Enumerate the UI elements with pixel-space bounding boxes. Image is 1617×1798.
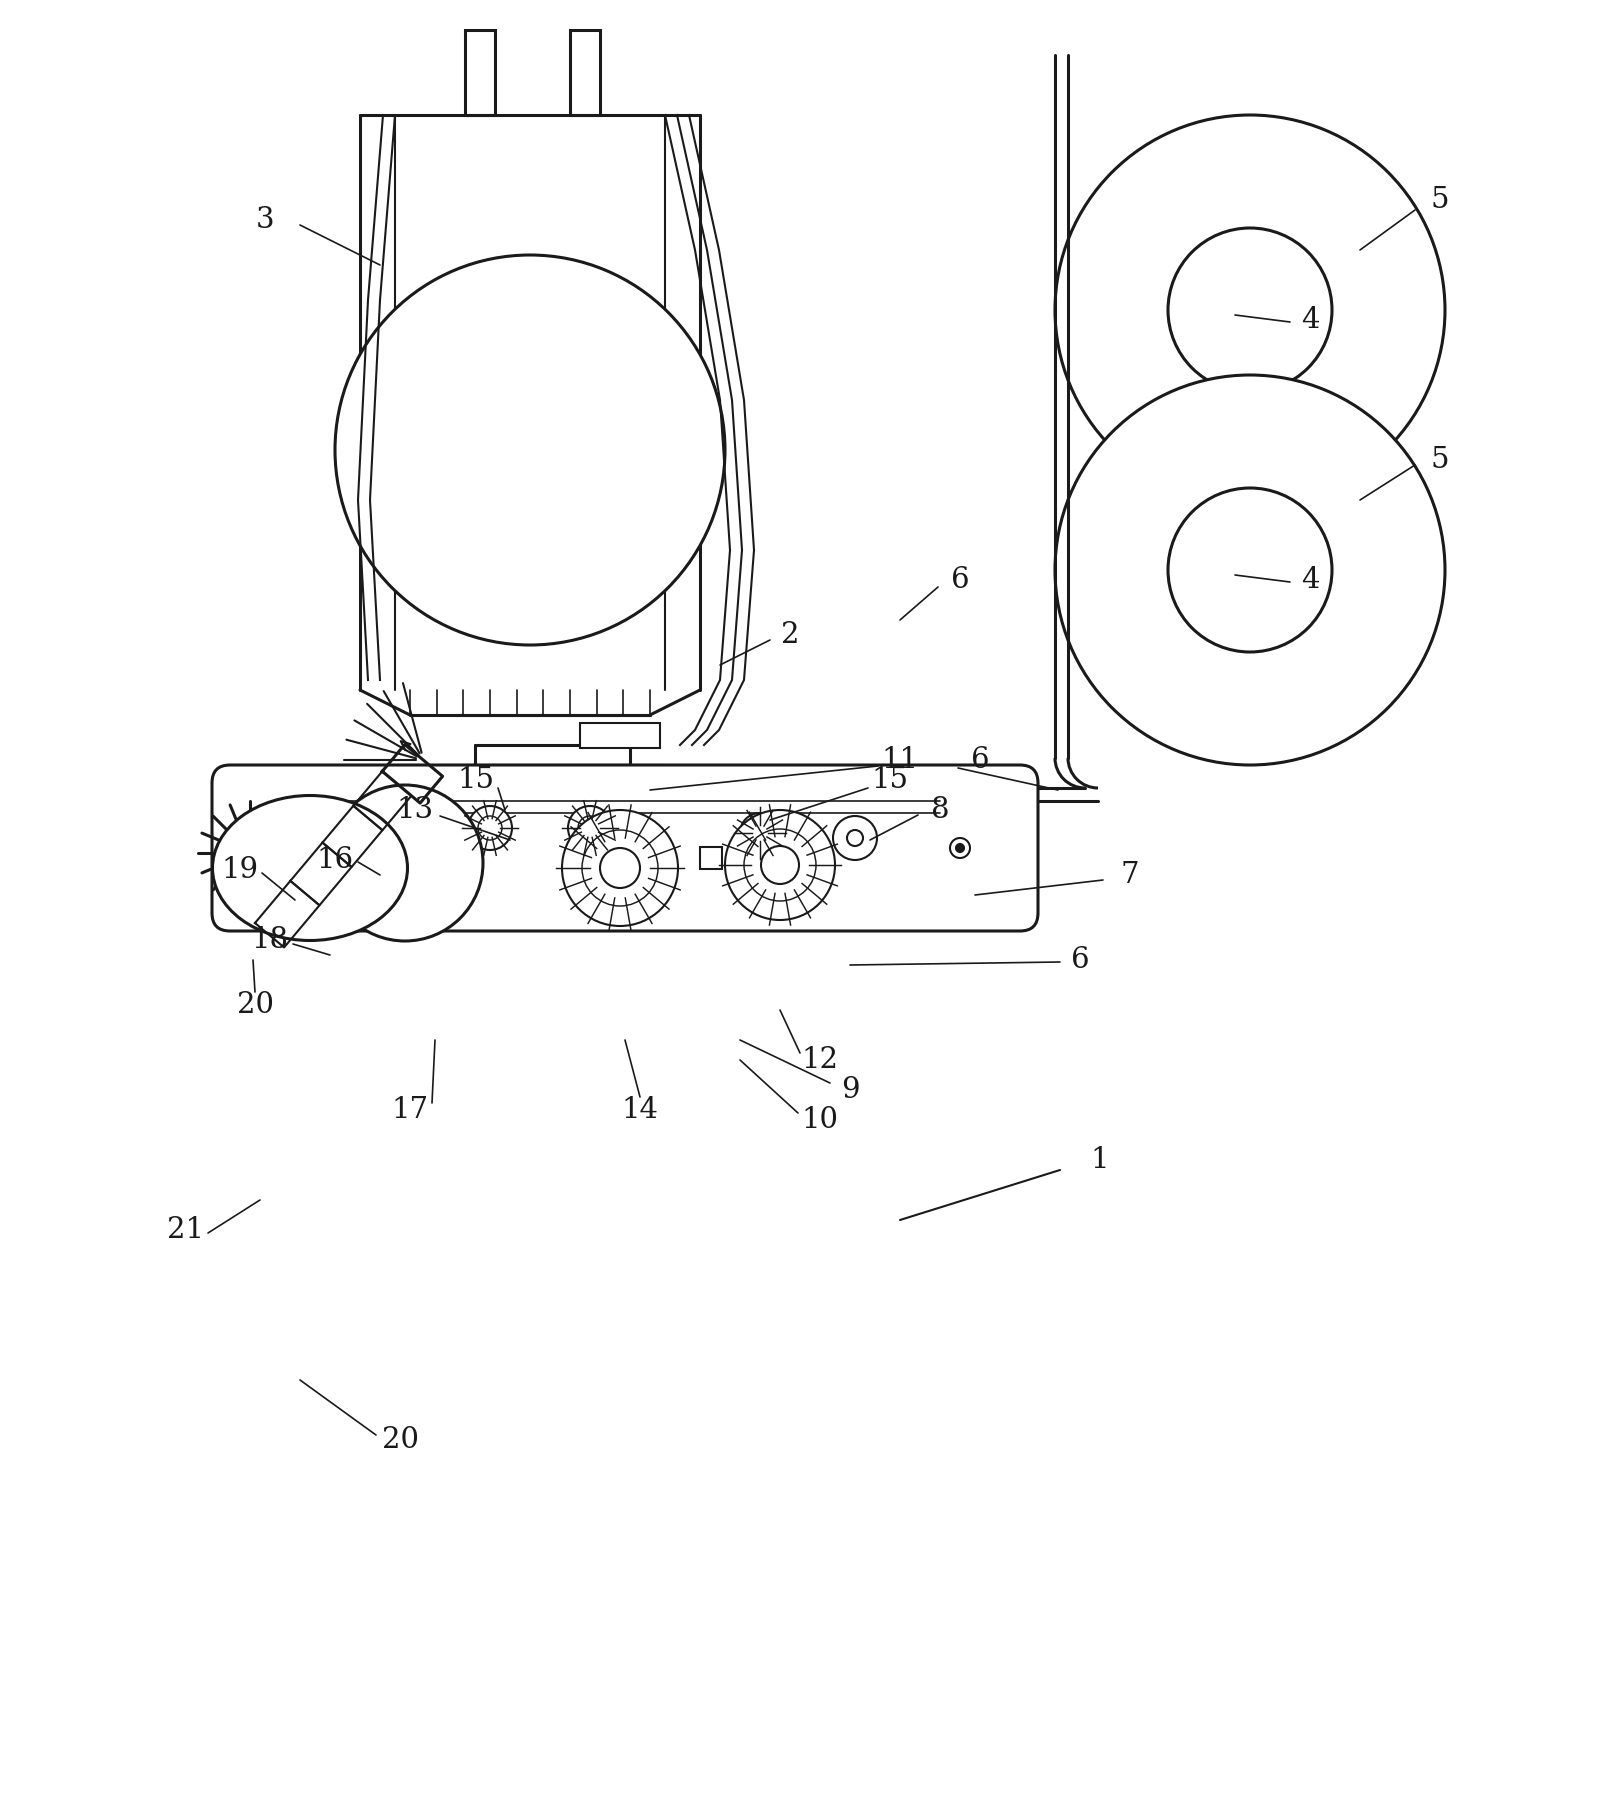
Circle shape [744, 829, 817, 901]
Circle shape [582, 831, 658, 906]
Circle shape [833, 816, 876, 859]
Bar [581, 723, 660, 748]
Text: 16: 16 [317, 847, 354, 874]
Text: 17: 17 [391, 1097, 429, 1124]
Circle shape [563, 811, 678, 926]
Text: 8: 8 [931, 797, 949, 823]
Text: 10: 10 [802, 1106, 839, 1135]
Text: 18: 18 [251, 926, 288, 955]
Bar [700, 847, 723, 868]
Text: 5: 5 [1431, 185, 1449, 214]
Circle shape [568, 806, 611, 850]
Circle shape [724, 811, 834, 921]
Text: 7: 7 [1121, 861, 1140, 888]
Circle shape [951, 838, 970, 858]
Circle shape [1167, 228, 1332, 392]
Circle shape [1167, 487, 1332, 653]
Text: 11: 11 [881, 746, 918, 773]
Circle shape [600, 849, 640, 888]
Text: 9: 9 [841, 1075, 859, 1104]
FancyBboxPatch shape [212, 764, 1038, 931]
Text: 19: 19 [222, 856, 259, 885]
Text: 3: 3 [255, 207, 275, 234]
Circle shape [335, 255, 724, 645]
Text: 5: 5 [1431, 446, 1449, 475]
Text: 21: 21 [167, 1215, 204, 1244]
Circle shape [260, 804, 310, 852]
Bar [571, 31, 600, 115]
Circle shape [762, 847, 799, 885]
Circle shape [577, 816, 602, 840]
Text: 13: 13 [396, 797, 433, 823]
Bar [466, 31, 495, 115]
Circle shape [956, 843, 964, 852]
Text: 20: 20 [236, 991, 273, 1019]
Ellipse shape [212, 795, 407, 940]
Circle shape [750, 823, 770, 843]
Circle shape [847, 831, 863, 847]
Text: 2: 2 [781, 620, 799, 649]
Text: 1: 1 [1091, 1145, 1109, 1174]
Text: 6: 6 [1070, 946, 1090, 975]
Text: 6: 6 [970, 746, 990, 773]
Circle shape [467, 806, 513, 850]
Text: 15: 15 [872, 766, 909, 795]
Text: 12: 12 [802, 1046, 839, 1073]
Text: 14: 14 [621, 1097, 658, 1124]
Text: 20: 20 [382, 1426, 419, 1455]
Circle shape [327, 786, 483, 940]
Text: 15: 15 [458, 766, 495, 795]
Text: 4: 4 [1300, 566, 1319, 593]
Circle shape [1054, 115, 1446, 505]
Circle shape [1054, 376, 1446, 764]
Text: 4: 4 [1300, 306, 1319, 334]
Text: 6: 6 [951, 566, 969, 593]
Circle shape [479, 816, 501, 840]
Circle shape [741, 813, 779, 852]
